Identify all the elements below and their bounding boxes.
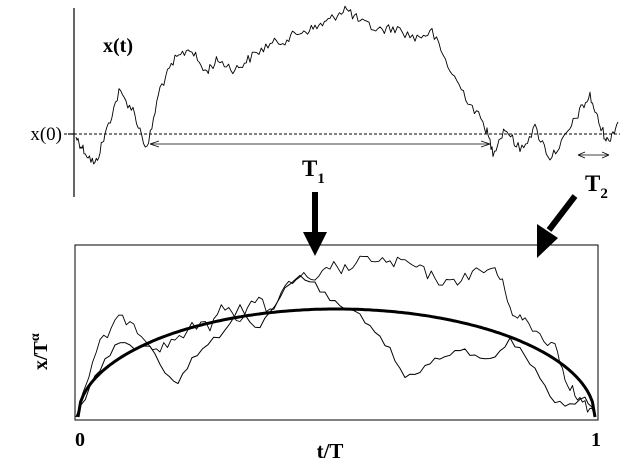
top-panel: x(0) x(t) T1 T2 xyxy=(30,5,620,202)
baseline-label: x(0) xyxy=(30,124,62,145)
interval-1-label: T1 xyxy=(302,156,325,187)
top-y-label: x(t) xyxy=(103,35,133,57)
x-axis-label: t/T xyxy=(317,439,344,463)
interval-1-arrow xyxy=(149,140,491,148)
bottom-panel: 0 1 t/T x/Tα xyxy=(28,244,601,463)
mean-shape-curve xyxy=(76,307,597,418)
x-tick-1: 1 xyxy=(591,429,601,451)
arrow-diagonal-icon xyxy=(537,194,578,258)
rescaled-walk-1 xyxy=(75,255,596,418)
y-axis-label: x/Tα xyxy=(28,333,52,370)
interval-2-label: T2 xyxy=(585,171,608,202)
rescaled-walk-2 xyxy=(75,274,596,418)
arrow-down-icon xyxy=(303,192,327,256)
random-walk-trace xyxy=(75,5,619,165)
bottom-plot-frame xyxy=(74,244,599,421)
interval-2-arrow xyxy=(577,151,610,159)
x-tick-0: 0 xyxy=(75,429,85,451)
